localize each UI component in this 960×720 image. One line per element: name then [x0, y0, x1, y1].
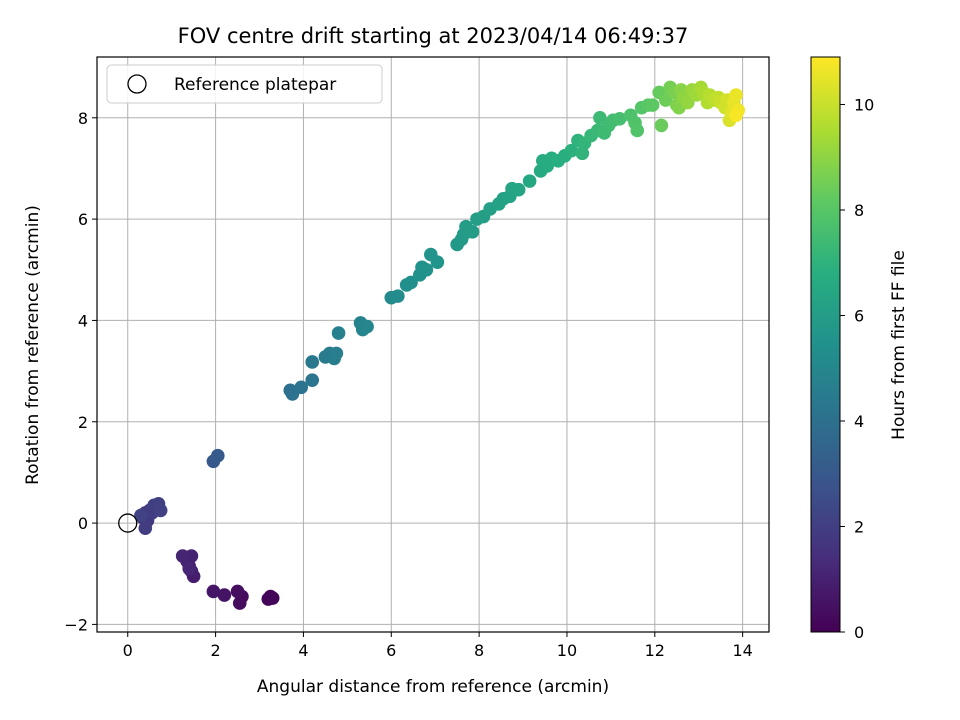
- chart-title: FOV centre drift starting at 2023/04/14 …: [178, 24, 689, 48]
- data-point: [175, 549, 190, 563]
- colorbar-gradient: [811, 57, 840, 632]
- x-tick-label: 14: [732, 641, 752, 660]
- data-point: [217, 588, 232, 602]
- colorbar-frame: [810, 56, 841, 633]
- data-point: [230, 584, 245, 599]
- legend: Reference platepar: [106, 64, 383, 104]
- data-point: [564, 143, 579, 158]
- data-point: [729, 108, 743, 123]
- colorbar: 0 2 4 6 8 10 Hours from first FF file: [810, 56, 909, 642]
- data-point: [391, 289, 405, 303]
- data-point: [138, 521, 153, 535]
- x-tick-label: 0: [123, 641, 133, 660]
- colorbar-tick-label: 6: [854, 306, 864, 325]
- data-point: [511, 182, 526, 197]
- data-point: [265, 591, 280, 605]
- x-tick-label: 6: [386, 641, 396, 660]
- colorbar-tick-label: 0: [854, 623, 864, 642]
- x-tick-label: 2: [210, 641, 220, 660]
- data-point: [729, 88, 743, 102]
- data-point: [645, 98, 660, 112]
- data-point: [419, 262, 434, 277]
- data-point: [153, 503, 168, 518]
- data-point: [134, 508, 148, 523]
- y-axis-label: Rotation from reference (arcmin): [23, 205, 43, 485]
- y-axis-ticks: −2 0 2 4 6 8: [64, 109, 97, 634]
- y-tick-label: 6: [78, 210, 88, 229]
- colorbar-tick-label: 4: [854, 412, 864, 431]
- data-point: [305, 373, 320, 388]
- data-point: [232, 596, 247, 610]
- data-point: [305, 355, 320, 369]
- data-point: [430, 255, 445, 269]
- legend-box: [106, 64, 383, 104]
- colorbar-label: Hours from first FF file: [889, 250, 909, 440]
- data-point: [329, 346, 344, 361]
- reference-marker-layer: [118, 513, 138, 533]
- colorbar-tick-label: 10: [854, 95, 874, 114]
- plot-frame: [96, 56, 770, 633]
- x-axis-ticks: 0 2 4 6 8 10 12 14: [123, 632, 753, 660]
- x-tick-label: 8: [474, 641, 484, 660]
- data-point: [206, 584, 221, 599]
- reference-platepar-marker: [118, 513, 138, 533]
- data-point: [522, 174, 537, 188]
- data-point: [654, 118, 669, 133]
- data-points: [134, 80, 746, 610]
- y-tick-label: 8: [78, 109, 88, 128]
- data-point: [294, 380, 309, 395]
- data-point: [630, 123, 645, 138]
- grid-lines: [97, 57, 769, 632]
- y-tick-label: 4: [78, 311, 88, 330]
- colorbar-tick-label: 8: [854, 201, 864, 220]
- legend-entry-label: Reference platepar: [174, 75, 336, 95]
- data-point: [658, 93, 673, 107]
- x-tick-label: 12: [645, 641, 665, 660]
- data-point: [593, 110, 607, 125]
- data-point: [575, 146, 590, 161]
- colorbar-tick-label: 2: [854, 517, 864, 536]
- x-tick-label: 4: [298, 641, 308, 660]
- data-point: [612, 112, 627, 126]
- data-point: [360, 319, 374, 334]
- legend-open-circle-icon: [127, 74, 147, 94]
- data-point: [465, 224, 480, 239]
- x-axis-label: Angular distance from reference (arcmin): [257, 677, 609, 697]
- x-tick-label: 10: [557, 641, 577, 660]
- data-point: [680, 95, 695, 110]
- y-tick-label: −2: [64, 615, 88, 634]
- data-point: [210, 448, 225, 463]
- data-point: [182, 561, 197, 576]
- data-point: [404, 275, 418, 290]
- data-point: [331, 326, 346, 340]
- y-tick-label: 2: [78, 413, 88, 432]
- colorbar-ticks: 0 2 4 6 8 10: [840, 95, 874, 642]
- y-tick-label: 0: [78, 514, 88, 533]
